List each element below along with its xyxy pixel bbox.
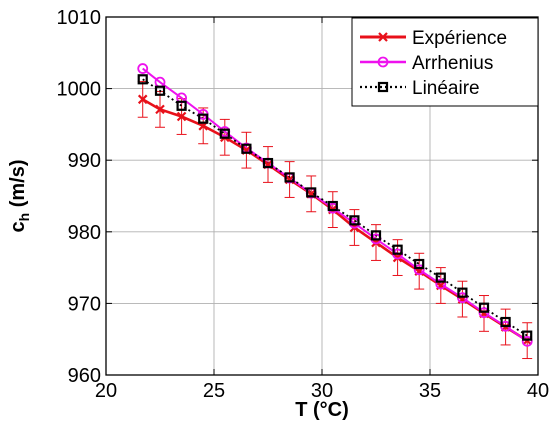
y-tick-label: 1010 [57, 7, 102, 29]
data-point-lineaire [435, 272, 446, 283]
data-point-experience [392, 252, 403, 263]
x-tick-label: 40 [527, 380, 549, 402]
data-point-lineaire [154, 85, 166, 96]
data-point-arrhenius [435, 278, 447, 290]
x-axis-label: T (°C) [295, 399, 349, 421]
y-tick-label: 980 [68, 222, 101, 244]
data-point-arrhenius [413, 264, 425, 276]
data-point-lineaire [478, 302, 490, 313]
y-axis-ticks: 960 970 980 990 1000 1010 [57, 7, 538, 387]
legend-marker-lineaire [377, 81, 389, 93]
y-axis-label-subscript: h [16, 213, 32, 222]
data-point-experience [176, 111, 187, 122]
data-point-experience [137, 94, 148, 105]
legend-label-experience: Expérience [412, 28, 507, 49]
x-tick-label: 30 [311, 380, 333, 402]
x-tick-label: 35 [419, 380, 441, 402]
y-axis-label-unit: (m/s) [7, 159, 29, 212]
y-tick-label: 1000 [57, 79, 102, 101]
x-axis-ticks: 20 25 30 35 40 [95, 17, 549, 402]
legend-label-lineaire: Linéaire [412, 78, 480, 99]
data-point-lineaire [522, 330, 533, 341]
y-tick-label: 960 [68, 365, 101, 387]
data-point-lineaire [392, 244, 403, 255]
legend-label-arrhenius: Arrhenius [412, 53, 493, 74]
data-point-lineaire [284, 172, 295, 183]
data-point-lineaire [370, 230, 382, 241]
data-point-lineaire [349, 215, 360, 226]
y-axis-label-main: c [7, 221, 29, 232]
series-markers [137, 63, 533, 347]
legend-marker-arrhenius [377, 56, 389, 68]
x-tick-label: 25 [203, 380, 225, 402]
data-point-lineaire [176, 100, 187, 111]
y-tick-label: 970 [68, 293, 101, 315]
data-point-experience [155, 104, 165, 115]
data-point-lineaire [262, 157, 274, 169]
data-point-lineaire [137, 74, 148, 85]
series-line-experience [142, 98, 528, 342]
y-tick-label: 990 [68, 150, 101, 172]
y-axis-label: ch (m/s) [7, 159, 32, 232]
data-point-lineaire [241, 143, 252, 154]
data-point-lineaire [500, 316, 511, 328]
legend: Expérience Arrhenius Linéaire [351, 17, 539, 107]
x-tick-label: 20 [95, 380, 117, 402]
data-point-lineaire [457, 287, 468, 298]
data-point-lineaire [219, 128, 230, 139]
data-point-lineaire [306, 187, 317, 198]
data-point-arrhenius [137, 63, 149, 74]
data-point-lineaire [198, 113, 209, 124]
data-point-lineaire [327, 200, 338, 212]
data-point-lineaire [414, 258, 425, 270]
legend-marker-experience [378, 32, 388, 42]
data-point-arrhenius [521, 335, 533, 347]
